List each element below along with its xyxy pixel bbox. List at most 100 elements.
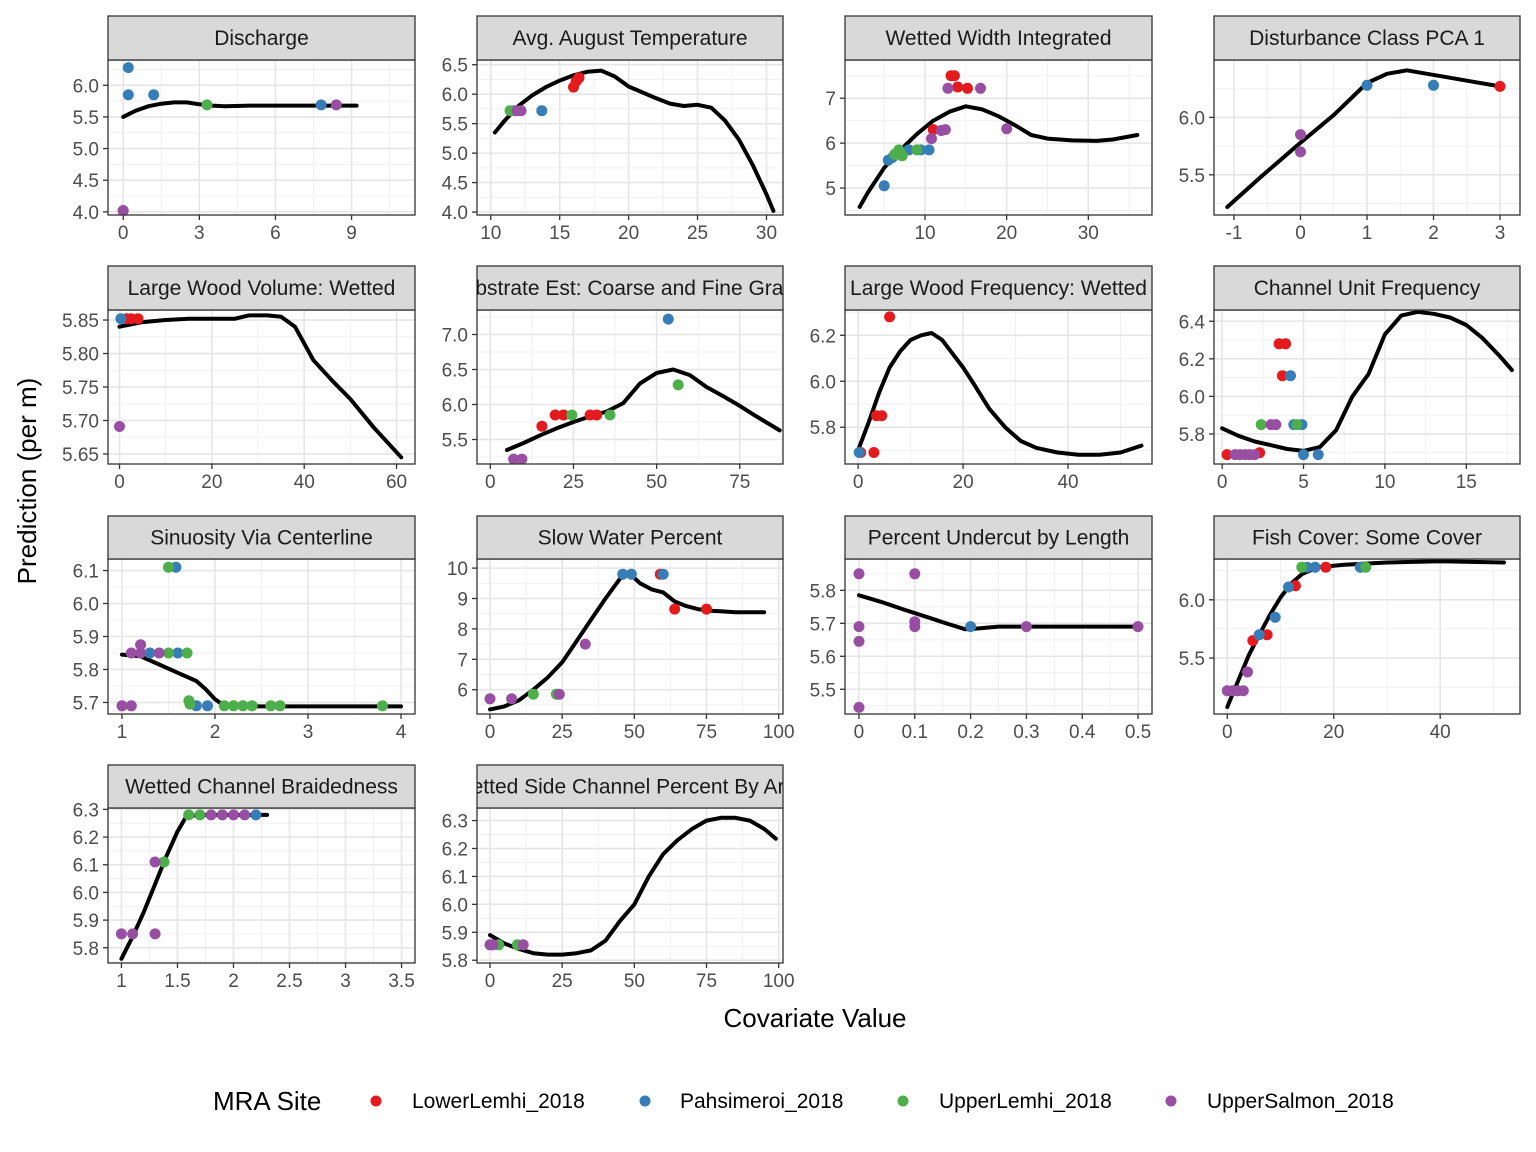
panel: Wetted Side Channel Percent By Area 0 25 50… xyxy=(442,764,808,992)
x-tick-label: 1 xyxy=(116,971,127,992)
data-point xyxy=(962,82,973,94)
data-point xyxy=(184,698,196,710)
facet-strip xyxy=(844,515,1153,560)
facet-strip xyxy=(844,265,1153,311)
panel: Wetted Width Integrated 10 20 30 5 6 7 xyxy=(825,15,1153,244)
x-tick-label: 5 xyxy=(1298,472,1309,493)
facet-strip xyxy=(107,515,416,560)
x-tick-label: 30 xyxy=(1078,223,1099,244)
x-tick-label: 75 xyxy=(696,971,717,992)
y-tick-label: 6.1 xyxy=(73,562,99,583)
x-tick-label: 25 xyxy=(552,722,573,743)
x-tick-label: -1 xyxy=(1226,223,1243,244)
data-point xyxy=(536,420,548,432)
data-point xyxy=(484,693,496,705)
x-tick-label: 25 xyxy=(687,223,708,244)
data-point xyxy=(516,453,528,464)
y-tick-label: 5.0 xyxy=(442,144,468,165)
data-point xyxy=(896,150,908,162)
facet-title: Large Wood Frequency: Wetted xyxy=(850,277,1147,300)
y-tick-label: 6.2 xyxy=(73,828,99,849)
y-tick-label: 6.2 xyxy=(442,839,468,860)
data-point xyxy=(853,568,865,580)
y-tick-label: 5.9 xyxy=(73,628,99,649)
data-point xyxy=(853,447,865,458)
facet-title: Disturbance Class PCA 1 xyxy=(1249,27,1485,50)
data-point xyxy=(923,144,935,156)
x-tick-label: 2 xyxy=(1428,223,1439,244)
x-tick-label: 100 xyxy=(763,722,795,743)
data-point xyxy=(1312,449,1324,461)
panel-data xyxy=(117,62,359,215)
panel-background xyxy=(1214,310,1520,464)
y-tick-label: 6.3 xyxy=(442,812,468,833)
x-tick-label: 10 xyxy=(914,223,935,244)
legend-item: UpperLemhi_2018 xyxy=(897,1090,1112,1113)
x-tick-label: 10 xyxy=(480,223,501,244)
data-point xyxy=(250,809,262,821)
data-point xyxy=(1494,80,1506,92)
data-point xyxy=(265,700,277,712)
legend-label: UpperSalmon_2018 xyxy=(1207,1090,1394,1113)
facet-title: Wetted Side Channel Percent By Area xyxy=(452,776,808,799)
data-point xyxy=(202,700,213,712)
y-tick-label: 4.0 xyxy=(442,203,468,224)
y-tick-label: 6.3 xyxy=(73,800,99,821)
legend-item: LowerLemhi_2018 xyxy=(370,1090,585,1113)
data-point xyxy=(527,688,539,700)
x-tick-label: 40 xyxy=(1057,472,1078,493)
facet-strip xyxy=(1213,515,1521,560)
x-tick-label: 50 xyxy=(646,472,667,493)
panel: Avg. August Temperature 10 15 20 25 30 4.0 4.5 5… xyxy=(442,15,784,244)
data-point xyxy=(965,621,977,633)
data-point xyxy=(122,62,134,74)
x-tick-label: 60 xyxy=(386,472,407,493)
data-point xyxy=(158,856,170,868)
data-point xyxy=(117,205,129,215)
data-point xyxy=(163,647,174,659)
data-point xyxy=(884,311,896,323)
data-point xyxy=(591,409,603,421)
x-tick-label: 1 xyxy=(1362,223,1373,244)
data-point xyxy=(909,568,921,580)
data-point xyxy=(672,379,684,391)
legend-key xyxy=(1165,1095,1177,1107)
panel-background xyxy=(845,60,1152,215)
y-axis-title: Prediction (per m) xyxy=(12,378,42,585)
x-tick-label: 3.5 xyxy=(388,971,414,992)
data-point xyxy=(1283,581,1294,593)
panel-background xyxy=(477,559,783,714)
data-point xyxy=(927,124,939,136)
data-point xyxy=(935,125,947,136)
panel: Percent Undercut by Length 0 0.1 0.2 0.3 0.4 0… xyxy=(810,515,1153,743)
data-point xyxy=(573,72,585,84)
y-tick-label: 7 xyxy=(825,89,836,110)
x-tick-label: 0 xyxy=(485,472,496,493)
y-tick-label: 7 xyxy=(457,650,468,671)
data-point xyxy=(1253,629,1265,641)
x-tick-label: 0 xyxy=(1217,472,1228,493)
panel: Sinuosity Via Centerline 1 2 3 4 5.7 5.8 5.9 6.0… xyxy=(73,515,416,743)
data-point xyxy=(508,453,520,464)
data-point xyxy=(952,81,964,93)
panel: Discharge 0 3 6 9 4.0 4.5 5.0 5.5 6.0 xyxy=(73,15,416,244)
data-point xyxy=(205,809,217,821)
data-point xyxy=(1261,629,1273,641)
y-tick-label: 6.0 xyxy=(1179,108,1205,129)
facet-title: Large Wood Volume: Wetted xyxy=(128,277,396,300)
data-point xyxy=(135,647,147,659)
x-tick-label: 15 xyxy=(549,223,570,244)
x-tick-label: 0.4 xyxy=(1069,722,1096,743)
data-point xyxy=(1132,621,1144,633)
y-tick-label: 5.7 xyxy=(73,693,99,714)
data-point xyxy=(218,700,230,712)
data-point xyxy=(1255,419,1267,431)
panel: Fish Cover: Some Cover 0 20 40 5.5 6.0 xyxy=(1179,515,1521,743)
x-tick-label: 0 xyxy=(1222,722,1233,743)
x-tick-label: 40 xyxy=(1430,722,1451,743)
facet-title: Channel Unit Frequency xyxy=(1254,277,1481,300)
panel-data xyxy=(492,68,776,213)
data-point xyxy=(536,105,548,117)
x-tick-label: 0.2 xyxy=(957,722,983,743)
